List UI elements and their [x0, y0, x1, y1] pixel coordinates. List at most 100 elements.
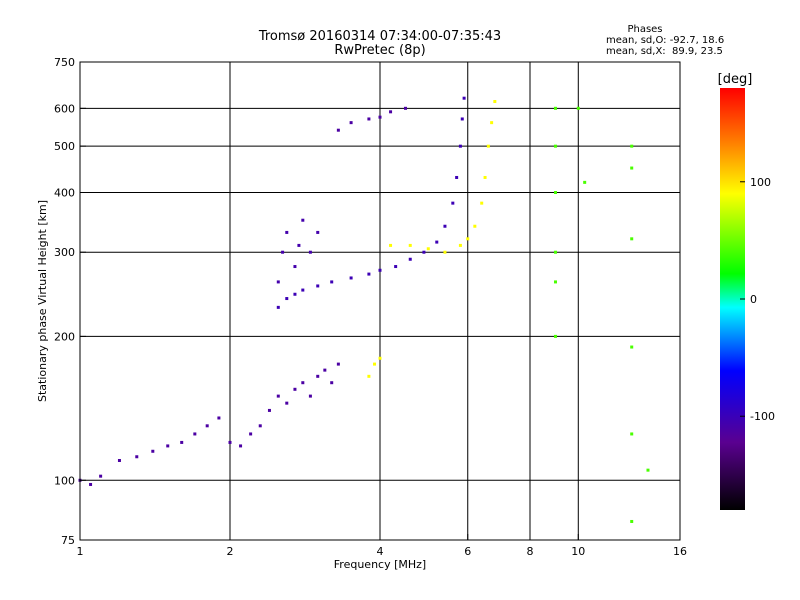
data-point: [249, 432, 253, 436]
x-axis-ticks: 1 2 4 6 8 10 16: [77, 534, 687, 558]
x-tick-label: 2: [227, 545, 234, 558]
y-tick-label: 600: [54, 102, 75, 115]
data-point: [180, 440, 184, 444]
colorbar-tick-label: 100: [750, 176, 771, 189]
data-point: [630, 237, 634, 241]
data-point: [455, 175, 459, 179]
data-point: [166, 444, 170, 448]
data-point: [473, 224, 477, 228]
data-point: [239, 444, 243, 448]
stats-o-line: mean, sd,O: -92.7, 18.6: [606, 35, 724, 46]
y-tick-label: 500: [54, 140, 75, 153]
data-point: [336, 362, 340, 366]
data-point: [394, 265, 398, 269]
data-point: [462, 96, 466, 100]
colorbar-ticks: 100 0 -100: [740, 176, 775, 423]
x-tick-label: 1: [77, 545, 84, 558]
data-point: [301, 218, 305, 222]
data-point: [389, 243, 393, 247]
data-point: [408, 243, 412, 247]
data-point: [285, 401, 289, 405]
data-point: [258, 424, 262, 428]
y-tick-label: 100: [54, 474, 75, 487]
data-point: [297, 243, 301, 247]
data-point: [117, 458, 121, 462]
y-axis-label: Stationary phase Virtual Height [km]: [36, 200, 49, 402]
data-point: [458, 144, 462, 148]
data-point: [135, 455, 139, 459]
data-point: [316, 374, 320, 378]
data-point: [193, 432, 197, 436]
data-point: [553, 144, 557, 148]
x-tick-label: 10: [571, 545, 585, 558]
data-point: [378, 268, 382, 272]
data-point: [646, 468, 650, 472]
data-point: [308, 394, 312, 398]
data-point: [349, 121, 353, 125]
y-tick-label: 300: [54, 246, 75, 259]
data-point: [408, 257, 412, 261]
data-point: [443, 224, 447, 228]
data-point: [630, 144, 634, 148]
data-point: [451, 201, 455, 205]
data-point: [403, 106, 407, 110]
data-point: [553, 280, 557, 284]
data-point: [367, 272, 371, 276]
data-point: [576, 106, 580, 110]
data-point: [378, 115, 382, 119]
data-point: [316, 284, 320, 288]
y-tick-label: 750: [54, 56, 75, 69]
chart-subtitle: RwPretec (8p): [334, 43, 425, 58]
data-point: [205, 424, 209, 428]
data-point: [483, 175, 487, 179]
data-point: [466, 237, 470, 241]
data-point: [630, 345, 634, 349]
colorbar-tick-label: 0: [750, 293, 757, 306]
colorbar-tick-label: -100: [750, 410, 775, 423]
data-point: [151, 449, 155, 453]
x-tick-label: 4: [377, 545, 384, 558]
data-point: [281, 250, 285, 254]
data-point: [460, 117, 464, 121]
data-point: [493, 100, 497, 104]
plot-gridlines: [80, 62, 680, 540]
y-tick-label: 75: [61, 534, 75, 547]
x-tick-label: 6: [464, 545, 471, 558]
data-point: [276, 394, 280, 398]
y-axis-ticks: 75 100 200 300 400 500 600 750: [54, 56, 86, 547]
data-point: [276, 305, 280, 309]
data-point: [293, 265, 297, 269]
data-point: [422, 250, 426, 254]
data-point: [443, 250, 447, 254]
data-point: [553, 250, 557, 254]
data-point: [480, 201, 484, 205]
stats-x-line: mean, sd,X: 89.9, 23.5: [606, 46, 723, 57]
data-point: [435, 240, 439, 244]
data-point: [293, 387, 297, 391]
data-point: [486, 144, 490, 148]
data-point: [367, 374, 371, 378]
data-point: [553, 106, 557, 110]
data-point: [378, 356, 382, 360]
data-point: [316, 230, 320, 234]
data-point: [458, 243, 462, 247]
data-point: [99, 474, 103, 478]
data-point: [276, 280, 280, 284]
data-point: [630, 166, 634, 170]
data-point: [267, 408, 271, 412]
data-point: [330, 381, 334, 385]
chart-title: Tromsø 20160314 07:34:00-07:35:43: [258, 29, 501, 44]
y-tick-label: 400: [54, 186, 75, 199]
data-point: [336, 128, 340, 132]
colorbar-label: [deg]: [718, 72, 753, 87]
data-point: [301, 288, 305, 292]
data-point: [89, 482, 93, 486]
data-point: [426, 247, 430, 251]
x-tick-label: 16: [673, 545, 687, 558]
data-point: [583, 180, 587, 184]
y-tick-label: 200: [54, 330, 75, 343]
data-point: [285, 230, 289, 234]
data-point: [630, 432, 634, 436]
data-points: [78, 96, 650, 523]
